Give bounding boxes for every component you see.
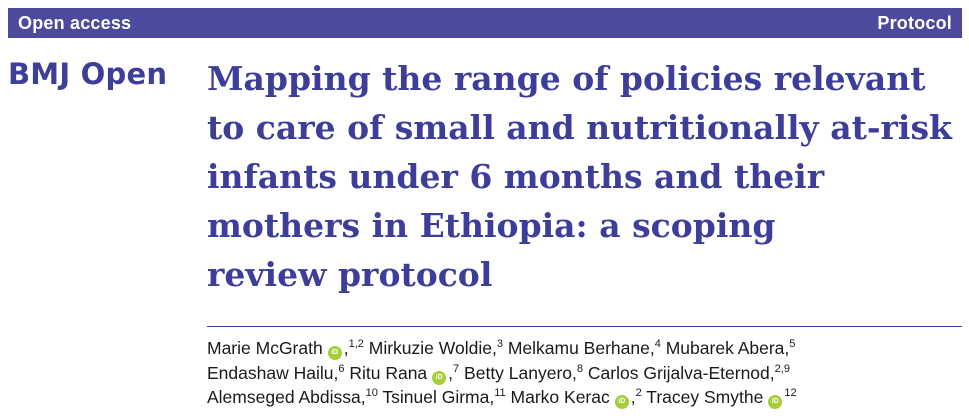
- orcid-icon[interactable]: iD: [327, 346, 342, 360]
- orcid-icon[interactable]: iD: [768, 395, 783, 409]
- author-list: Marie McGrath iD ,1,2 Mirkuzie Woldie,3 Me…: [207, 336, 962, 410]
- author: Alemseged Abdissa,10: [207, 387, 378, 407]
- author: Tracey Smythe iD12: [646, 387, 797, 409]
- affiliation-ref: 8: [576, 362, 584, 375]
- author: Betty Lanyero,8: [464, 362, 584, 383]
- orcid-icon[interactable]: iD: [432, 370, 447, 385]
- affiliation-ref: 2,9: [774, 362, 790, 375]
- affiliation-ref: 10: [365, 387, 378, 400]
- author-name: Mirkuzie Woldie: [368, 338, 492, 358]
- affiliation-ref: 7: [453, 362, 460, 375]
- title-line: infants under 6 months and their: [207, 157, 825, 196]
- author: Tsinuel Girma,11: [382, 387, 506, 407]
- header-bar: Open access Protocol: [8, 8, 962, 38]
- author: Melkamu Berhane,4: [507, 338, 661, 358]
- author-name: Marie McGrath: [207, 338, 323, 358]
- affiliation-ref: 12: [784, 387, 797, 400]
- author-line: Alemseged Abdissa,10 Tsinuel Girma,11 Ma…: [207, 385, 962, 410]
- author-name: Tracey Smythe: [646, 387, 764, 407]
- author-name: Carlos Grijalva-Eternod: [587, 362, 770, 383]
- divider: [207, 326, 962, 327]
- article-title: Mapping the range of policies relevant t…: [207, 54, 957, 299]
- author: Ritu Rana iD ,7: [349, 362, 460, 385]
- journal-logo: BMJ Open: [8, 57, 168, 91]
- title-line: review protocol: [207, 255, 493, 294]
- title-line: Mapping the range of policies relevant: [207, 59, 926, 98]
- author-name: Alemseged Abdissa: [207, 387, 361, 407]
- orcid-icon[interactable]: iD: [614, 395, 629, 409]
- author-name: Mubarek Abera: [665, 338, 785, 358]
- author: Marie McGrath iD ,1,2: [207, 338, 364, 360]
- open-access-label: Open access: [18, 12, 132, 33]
- author-name: Tsinuel Girma: [382, 387, 490, 407]
- author-name: Betty Lanyero: [464, 362, 573, 383]
- article-type-label: Protocol: [877, 12, 952, 33]
- author: Mubarek Abera,5: [665, 338, 796, 358]
- affiliation-ref: 1,2: [348, 338, 364, 351]
- author-name: Endashaw Hailu: [207, 362, 334, 383]
- affiliation-ref: 2: [635, 387, 642, 400]
- author: Endashaw Hailu,6: [207, 362, 345, 383]
- title-line: to care of small and nutritionally at-ri…: [207, 108, 952, 147]
- affiliation-ref: 4: [654, 338, 661, 351]
- affiliation-ref: 6: [338, 362, 345, 375]
- author: Mirkuzie Woldie,3: [368, 338, 503, 358]
- author-line: Endashaw Hailu,6 Ritu Rana iD ,7 Betty Lan…: [207, 361, 962, 386]
- author: Marko Kerac iD ,2: [510, 387, 642, 409]
- author-line: Marie McGrath iD ,1,2 Mirkuzie Woldie,3 Me…: [207, 336, 962, 361]
- author: Carlos Grijalva-Eternod,2,9: [587, 362, 790, 383]
- affiliation-ref: 11: [494, 387, 506, 400]
- author-name: Ritu Rana: [349, 362, 428, 383]
- author-name: Melkamu Berhane: [507, 338, 650, 358]
- affiliation-ref: 3: [496, 338, 503, 351]
- author-name: Marko Kerac: [510, 387, 610, 407]
- title-line: mothers in Ethiopia: a scoping: [207, 206, 776, 245]
- affiliation-ref: 5: [789, 338, 796, 351]
